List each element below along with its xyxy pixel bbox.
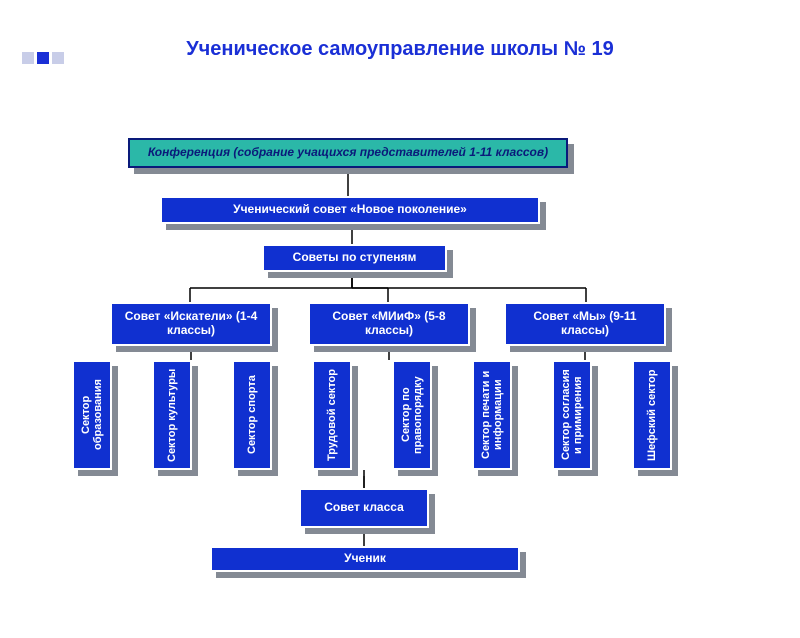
conference-box: Конференция (собрание учащихся представи… xyxy=(128,138,568,168)
sector-box: Трудовой сектор xyxy=(312,360,352,470)
sector-box: Сектор образования xyxy=(72,360,112,470)
level1-box: Совет «Искатели» (1-4 классы) xyxy=(110,302,272,346)
sector-box: Сектор по правопорядку xyxy=(392,360,432,470)
deco-square xyxy=(22,52,34,64)
page-title: Ученическое самоуправление школы № 19 xyxy=(0,38,800,61)
class_council-box: Совет класса xyxy=(299,488,429,528)
student-box: Ученик xyxy=(210,546,520,572)
sector-box: Сектор культуры xyxy=(152,360,192,470)
sector-box: Сектор печати и информации xyxy=(472,360,512,470)
deco-square xyxy=(37,52,49,64)
level2-box: Совет «МИиФ» (5-8 классы) xyxy=(308,302,470,346)
sector-box: Шефский сектор xyxy=(632,360,672,470)
corner-decoration xyxy=(22,52,64,64)
deco-square xyxy=(52,52,64,64)
level3-box: Совет «Мы» (9-11 классы) xyxy=(504,302,666,346)
council-box: Ученический совет «Новое поколение» xyxy=(160,196,540,224)
sector-box: Сектор спорта xyxy=(232,360,272,470)
steps-box: Советы по ступеням xyxy=(262,244,447,272)
sector-box: Сектор согласия и примирения xyxy=(552,360,592,470)
